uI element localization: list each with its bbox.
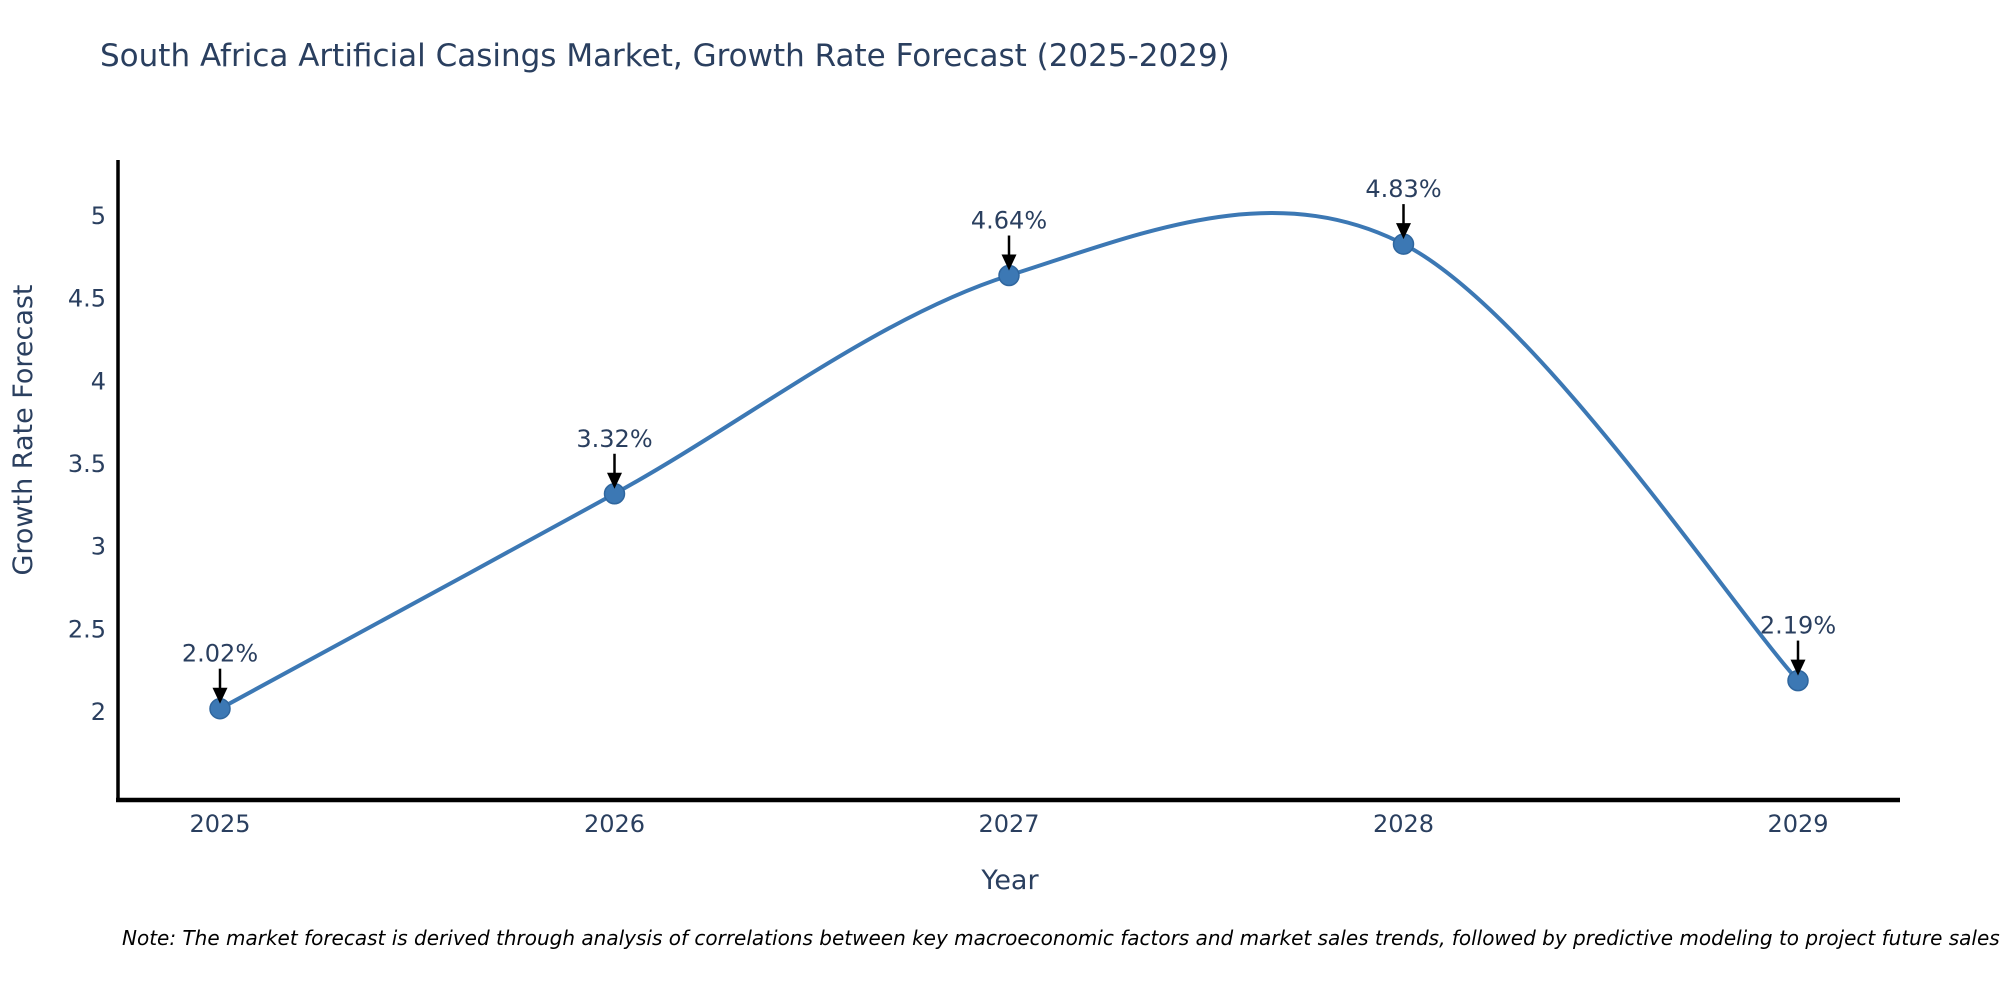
annotation-arrowhead-icon bbox=[1001, 254, 1017, 271]
y-tick-label: 3 bbox=[91, 533, 106, 561]
footnote: Note: The market forecast is derived thr… bbox=[122, 926, 2000, 950]
y-tick-label: 4.5 bbox=[68, 285, 106, 313]
annotation-arrowhead-icon bbox=[1396, 223, 1411, 240]
x-tick-label: 2029 bbox=[1767, 810, 1828, 838]
y-axis-title: Growth Rate Forecast bbox=[8, 284, 39, 575]
y-tick-label: 2 bbox=[91, 698, 106, 726]
annotation-arrowhead-icon bbox=[212, 687, 228, 704]
x-tick-label: 2026 bbox=[584, 810, 645, 838]
point-annotation-label: 4.64% bbox=[971, 207, 1047, 235]
annotation-arrowhead-icon bbox=[607, 472, 622, 489]
x-axis-tick-labels: 2025 2026 2027 2028 2029 bbox=[189, 810, 1828, 838]
point-annotation-label: 4.83% bbox=[1365, 175, 1441, 203]
point-annotation-label: 3.32% bbox=[576, 425, 652, 453]
y-tick-label: 5 bbox=[91, 202, 106, 230]
chart-title: South Africa Artificial Casings Market, … bbox=[100, 38, 1230, 74]
point-annotations: 2.02% 3.32% 4.64% 4.83% 2.19% bbox=[182, 175, 1836, 704]
x-axis-title: Year bbox=[980, 865, 1039, 896]
spline-line-series bbox=[218, 210, 1800, 711]
y-axis-tick-labels: 2 2.5 3 3.5 4 4.5 5 bbox=[68, 202, 106, 726]
y-tick-label: 2.5 bbox=[68, 615, 106, 643]
point-annotation-label: 2.19% bbox=[1760, 612, 1836, 640]
point-annotation-label: 2.02% bbox=[182, 640, 258, 668]
x-tick-label: 2028 bbox=[1373, 810, 1434, 838]
annotation-arrowhead-icon bbox=[1790, 659, 1806, 676]
data-point-markers bbox=[209, 233, 1809, 720]
y-tick-label: 3.5 bbox=[68, 450, 106, 478]
x-tick-label: 2025 bbox=[189, 810, 250, 838]
axes bbox=[116, 160, 1900, 803]
y-tick-label: 4 bbox=[91, 367, 106, 395]
x-tick-label: 2027 bbox=[978, 810, 1039, 838]
